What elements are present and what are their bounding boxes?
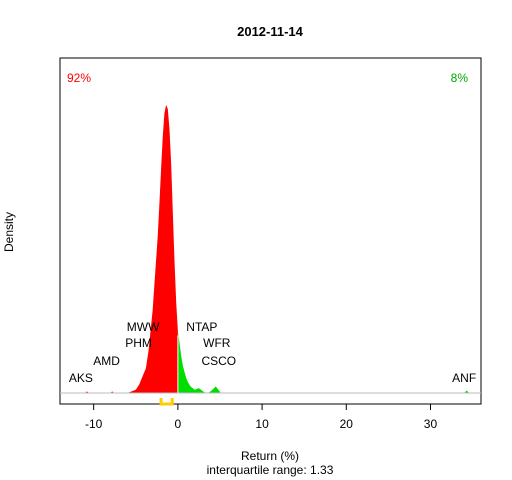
- stock-label-aks: AKS: [69, 371, 93, 385]
- stock-label-amd: AMD: [93, 354, 120, 368]
- negative-share-label: 92%: [67, 71, 91, 85]
- density-areas: [85, 104, 473, 394]
- x-axis-label: Return (%): [241, 449, 299, 463]
- y-axis-label: Density: [2, 212, 16, 252]
- stock-label-mww: MWW: [127, 320, 160, 334]
- stock-label-ntap: NTAP: [186, 320, 217, 334]
- iqr-bracket: [159, 398, 174, 406]
- stock-label-phm: PHM: [125, 336, 152, 350]
- chart-title: 2012-11-14: [237, 24, 304, 39]
- negative-density-area: [85, 104, 178, 394]
- stock-label-wfr: WFR: [203, 336, 231, 350]
- iqr-subtitle: interquartile range: 1.33: [207, 463, 334, 477]
- x-tick-label: 20: [340, 417, 354, 431]
- x-tick-label: 0: [175, 417, 182, 431]
- positive-share-label: 8%: [451, 71, 469, 85]
- stock-label-csco: CSCO: [201, 354, 236, 368]
- x-axis: -10 0 10 20 30: [85, 404, 437, 431]
- x-tick-label: 30: [424, 417, 438, 431]
- stock-label-anf: ANF: [452, 371, 476, 385]
- x-tick-label: -10: [85, 417, 103, 431]
- x-tick-label: 10: [255, 417, 269, 431]
- plot-frame: [59, 57, 482, 405]
